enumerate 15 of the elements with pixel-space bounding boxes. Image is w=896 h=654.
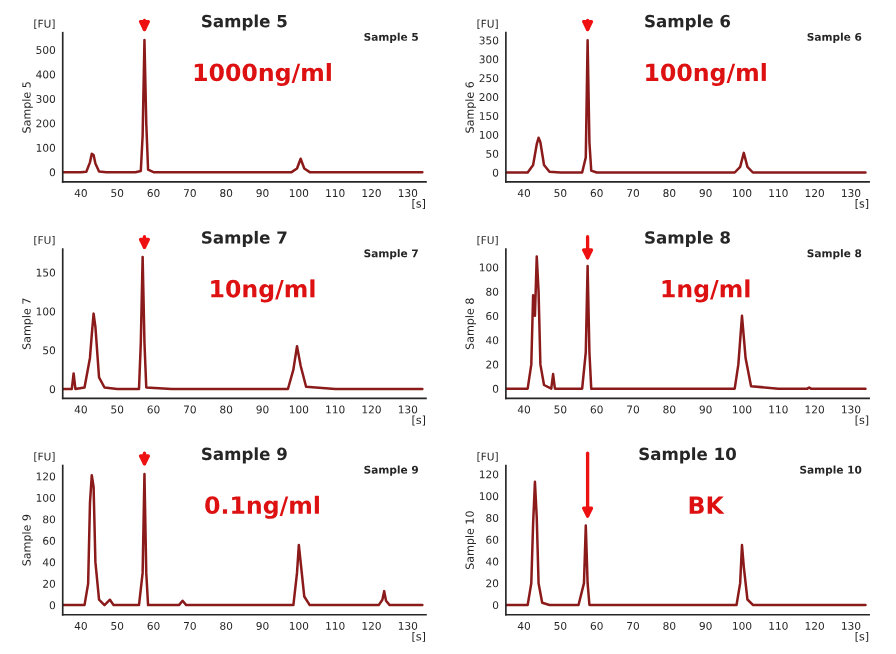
chart-title: Sample 8 (645, 230, 730, 248)
line-series (505, 480, 867, 607)
annotation: 1ng/ml (662, 279, 750, 303)
chart-title: Sample 7 (202, 230, 287, 248)
chart-title: Sample 6 (645, 14, 731, 31)
annotation: BK (689, 496, 725, 514)
chart-title: Sample 9 (202, 447, 287, 464)
annotation: 1000ng/ml (194, 62, 331, 87)
chart-title: Sample 5 (202, 14, 287, 31)
line-series (62, 472, 424, 607)
annotation: 100ng/ml (646, 62, 766, 87)
annotation: 10ng/ml (211, 279, 315, 303)
annotation: 0.1ng/ml (205, 495, 319, 519)
line-series (505, 39, 867, 174)
chart-title: Sample 10 (639, 447, 736, 464)
